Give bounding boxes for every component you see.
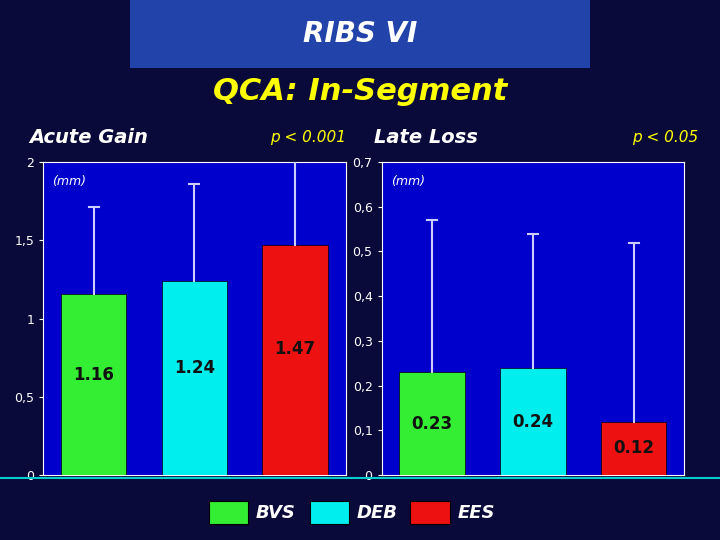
Text: 1.47: 1.47 (274, 340, 316, 357)
Text: p < 0.05: p < 0.05 (632, 130, 698, 145)
Text: Acute Gain: Acute Gain (29, 128, 148, 147)
Text: EES: EES (457, 504, 495, 522)
Text: p < 0.001: p < 0.001 (269, 130, 346, 145)
Text: 1.24: 1.24 (174, 360, 215, 377)
Bar (399, 372, 465, 475)
Text: RIBS VI: RIBS VI (303, 20, 417, 48)
Text: 0.12: 0.12 (613, 440, 654, 457)
Text: BVS: BVS (256, 504, 295, 522)
Text: 1.16: 1.16 (73, 366, 114, 384)
Text: QCA: In-Segment: QCA: In-Segment (213, 77, 507, 106)
Text: 0.23: 0.23 (411, 415, 453, 433)
Text: 0.24: 0.24 (512, 413, 554, 430)
Text: DEB: DEB (356, 504, 397, 522)
Text: Late Loss: Late Loss (374, 128, 478, 147)
Bar (130, 0, 590, 68)
Bar (262, 245, 328, 475)
Bar (500, 368, 566, 475)
Bar (600, 422, 666, 475)
Bar (60, 294, 127, 475)
FancyBboxPatch shape (209, 501, 248, 524)
FancyBboxPatch shape (310, 501, 349, 524)
FancyBboxPatch shape (410, 501, 450, 524)
Text: (mm): (mm) (53, 174, 86, 187)
Bar (161, 281, 227, 475)
Text: (mm): (mm) (391, 174, 425, 187)
